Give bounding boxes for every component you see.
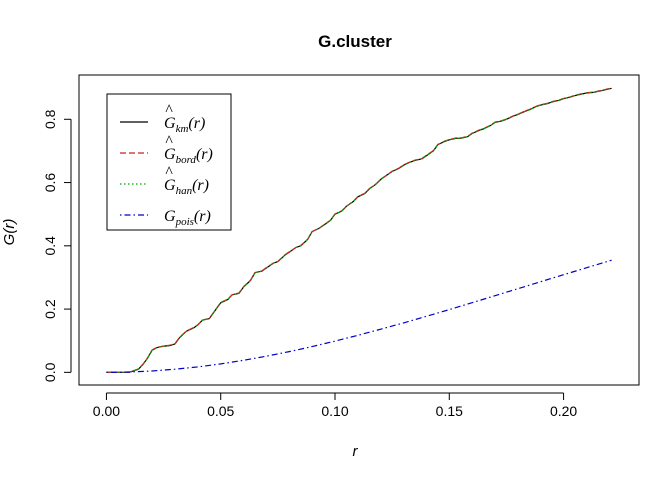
- x-tick-label: 0.05: [207, 403, 234, 419]
- x-axis: 0.00 0.05 0.10 0.15 0.20: [93, 392, 577, 419]
- x-tick-label: 0.15: [436, 403, 463, 419]
- legend-label-3: Gpois(r): [164, 208, 211, 228]
- series-layer: [106, 87, 612, 373]
- y-tick-label: 0.0: [42, 362, 58, 382]
- x-tick-label: 0.20: [550, 403, 577, 419]
- y-tick-label: 0.8: [42, 109, 58, 129]
- legend-box: [106, 93, 232, 231]
- series-line-3: [106, 259, 612, 373]
- plot-frame: [78, 74, 640, 386]
- legend-label-0: Gkm(r): [164, 115, 205, 135]
- legend-hat-2: ^: [165, 164, 173, 181]
- series-line-2: [106, 87, 612, 373]
- x-axis-label: r: [353, 443, 359, 460]
- legend: Gkm(r)^Gbord(r)^Ghan(r)^Gpois(r): [106, 93, 232, 231]
- legend-label-2: Ghan(r): [164, 177, 209, 197]
- y-axis: 0.0 0.2 0.4 0.6 0.8: [42, 109, 72, 382]
- y-tick-label: 0.2: [42, 299, 58, 319]
- y-tick-label: 0.6: [42, 173, 58, 193]
- chart-title: G.cluster: [318, 32, 392, 51]
- y-axis-label: G(r): [1, 219, 18, 246]
- legend-label-1: Gbord(r): [164, 146, 213, 166]
- x-tick-label: 0.00: [93, 403, 120, 419]
- legend-hat-0: ^: [165, 102, 173, 119]
- x-tick-label: 0.10: [321, 403, 348, 419]
- legend-hat-1: ^: [165, 133, 173, 150]
- y-tick-label: 0.4: [42, 236, 58, 256]
